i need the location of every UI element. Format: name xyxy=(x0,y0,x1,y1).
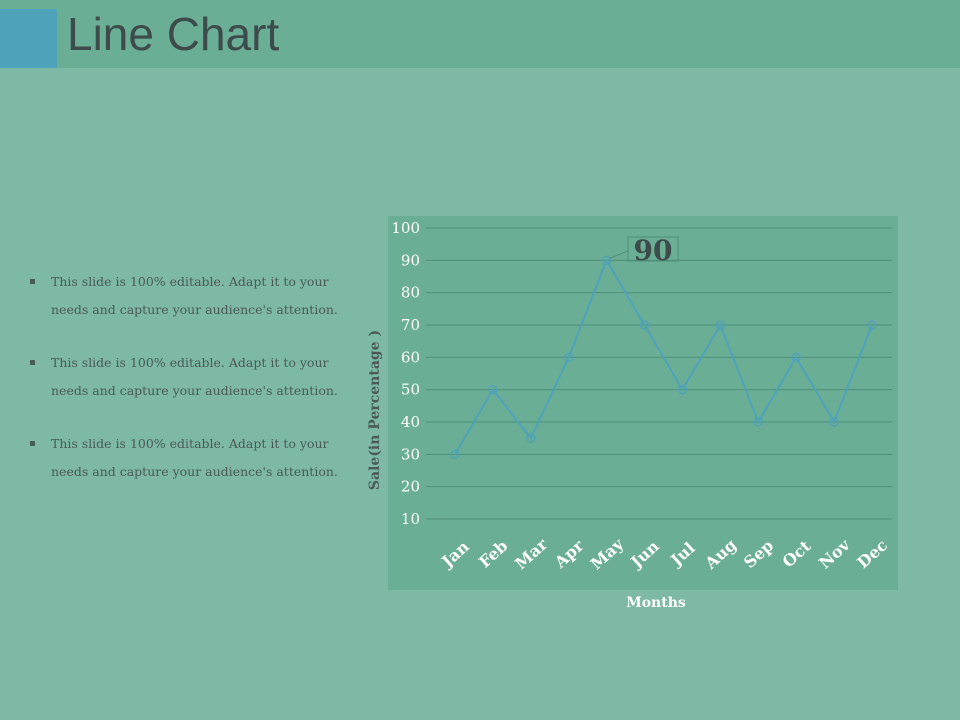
callout-label: 90 xyxy=(634,234,673,267)
data-point xyxy=(639,320,650,330)
y-tick-label: 90 xyxy=(401,251,420,269)
bullet-text: This slide is 100% editable. Adapt it to… xyxy=(51,274,338,317)
y-axis-label: Sale(in Percentage ) xyxy=(367,330,383,490)
title-bar xyxy=(0,0,960,68)
y-tick-label: 60 xyxy=(401,348,420,366)
data-point xyxy=(488,385,498,395)
y-tick-label: 100 xyxy=(391,219,420,237)
y-tick-label: 70 xyxy=(401,316,420,334)
data-point xyxy=(791,352,801,362)
bullet-item: This slide is 100% editable. Adapt it to… xyxy=(28,268,368,324)
y-tick-label: 50 xyxy=(401,381,420,399)
data-point xyxy=(867,320,877,330)
y-tick-label: 80 xyxy=(401,284,420,302)
data-point xyxy=(677,385,688,395)
data-point xyxy=(450,449,460,459)
y-tick-label: 40 xyxy=(401,413,420,431)
y-tick-label: 10 xyxy=(401,510,420,528)
plot-area xyxy=(388,216,898,590)
callout-box xyxy=(627,236,679,262)
data-point xyxy=(715,320,726,330)
bullet-list: This slide is 100% editable. Adapt it to… xyxy=(28,268,368,511)
square-bullet-icon xyxy=(30,441,35,446)
data-point xyxy=(564,352,574,362)
y-tick-label: 20 xyxy=(401,478,420,496)
square-bullet-icon xyxy=(30,360,35,365)
data-point xyxy=(753,417,763,427)
bullet-text: This slide is 100% editable. Adapt it to… xyxy=(51,436,338,479)
data-point xyxy=(829,417,839,427)
title-accent-block xyxy=(0,9,57,68)
y-tick-label: 30 xyxy=(401,445,420,463)
callout-leader xyxy=(609,250,629,259)
data-point xyxy=(601,255,612,265)
bullet-item: This slide is 100% editable. Adapt it to… xyxy=(28,430,368,486)
series-line xyxy=(454,258,873,455)
page-title: Line Chart xyxy=(67,8,280,60)
data-point xyxy=(526,433,536,443)
bullet-text: This slide is 100% editable. Adapt it to… xyxy=(51,355,338,398)
x-axis-label: Months xyxy=(626,595,686,611)
square-bullet-icon xyxy=(30,279,35,284)
bullet-item: This slide is 100% editable. Adapt it to… xyxy=(28,349,368,405)
